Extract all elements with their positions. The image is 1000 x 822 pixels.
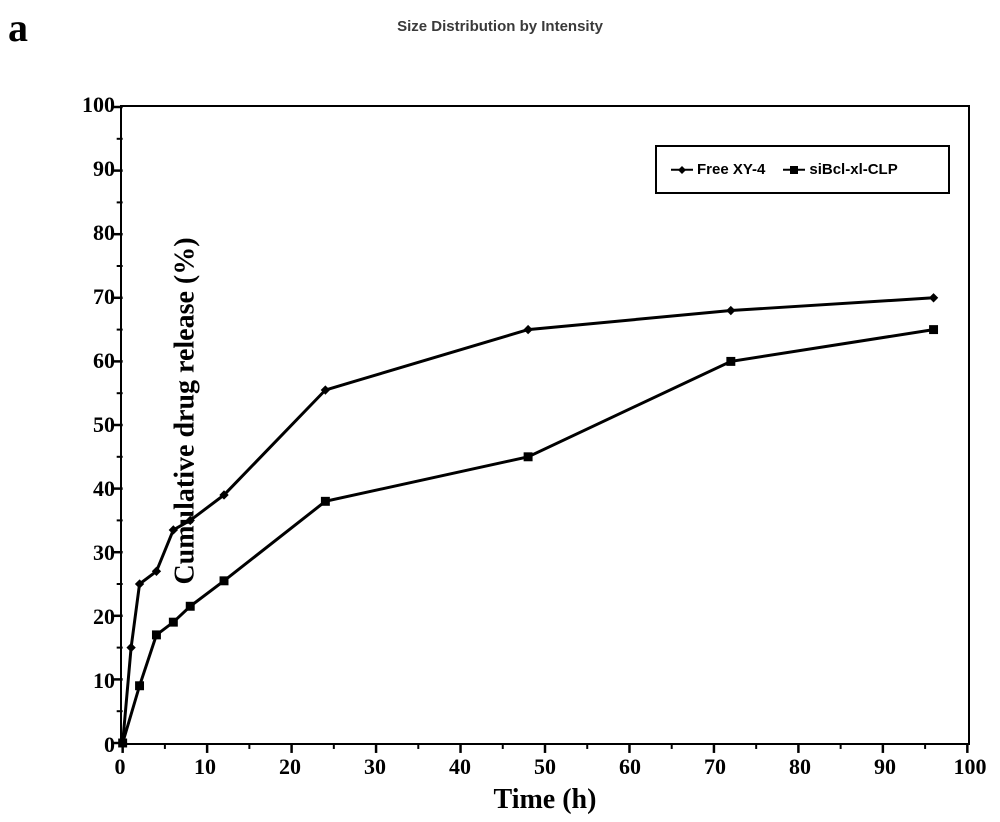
page-root: a Size Distribution by Intensity Cumulat…: [0, 0, 1000, 822]
x-tick-label: 60: [619, 754, 641, 780]
legend-item: Free XY-4: [671, 161, 765, 178]
legend-label: Free XY-4: [697, 161, 765, 178]
y-tick-label: 80: [70, 220, 115, 246]
y-tick-label: 90: [70, 156, 115, 182]
chart-legend: Free XY-4 siBcl-xl-CLP: [655, 145, 950, 194]
y-tick-label: 70: [70, 284, 115, 310]
x-tick-label: 90: [874, 754, 896, 780]
x-tick-label: 40: [449, 754, 471, 780]
y-tick-label: 100: [70, 92, 115, 118]
y-tick-label: 50: [70, 412, 115, 438]
legend-label: siBcl-xl-CLP: [809, 161, 897, 178]
legend-item: siBcl-xl-CLP: [783, 161, 897, 178]
x-tick-label: 30: [364, 754, 386, 780]
x-tick-label: 80: [789, 754, 811, 780]
y-tick-label: 10: [70, 668, 115, 694]
x-tick-label: 100: [954, 754, 987, 780]
x-tick-label: 70: [704, 754, 726, 780]
y-tick-label: 20: [70, 604, 115, 630]
y-tick-label: 0: [70, 732, 115, 758]
x-tick-label: 50: [534, 754, 556, 780]
legend-marker-icon: [671, 164, 693, 176]
y-tick-label: 60: [70, 348, 115, 374]
x-axis-tick-labels: 0102030405060708090100: [120, 748, 970, 788]
y-tick-label: 30: [70, 540, 115, 566]
chart-top-title: Size Distribution by Intensity: [0, 18, 1000, 35]
x-tick-label: 0: [115, 754, 126, 780]
chart-svg: [122, 107, 968, 743]
legend-marker-icon: [783, 164, 805, 176]
x-axis-label: Time (h): [120, 784, 970, 816]
y-tick-label: 40: [70, 476, 115, 502]
chart-plot-area: [120, 105, 970, 745]
x-tick-label: 10: [194, 754, 216, 780]
y-axis-tick-labels: 0102030405060708090100: [70, 105, 115, 745]
x-tick-label: 20: [279, 754, 301, 780]
